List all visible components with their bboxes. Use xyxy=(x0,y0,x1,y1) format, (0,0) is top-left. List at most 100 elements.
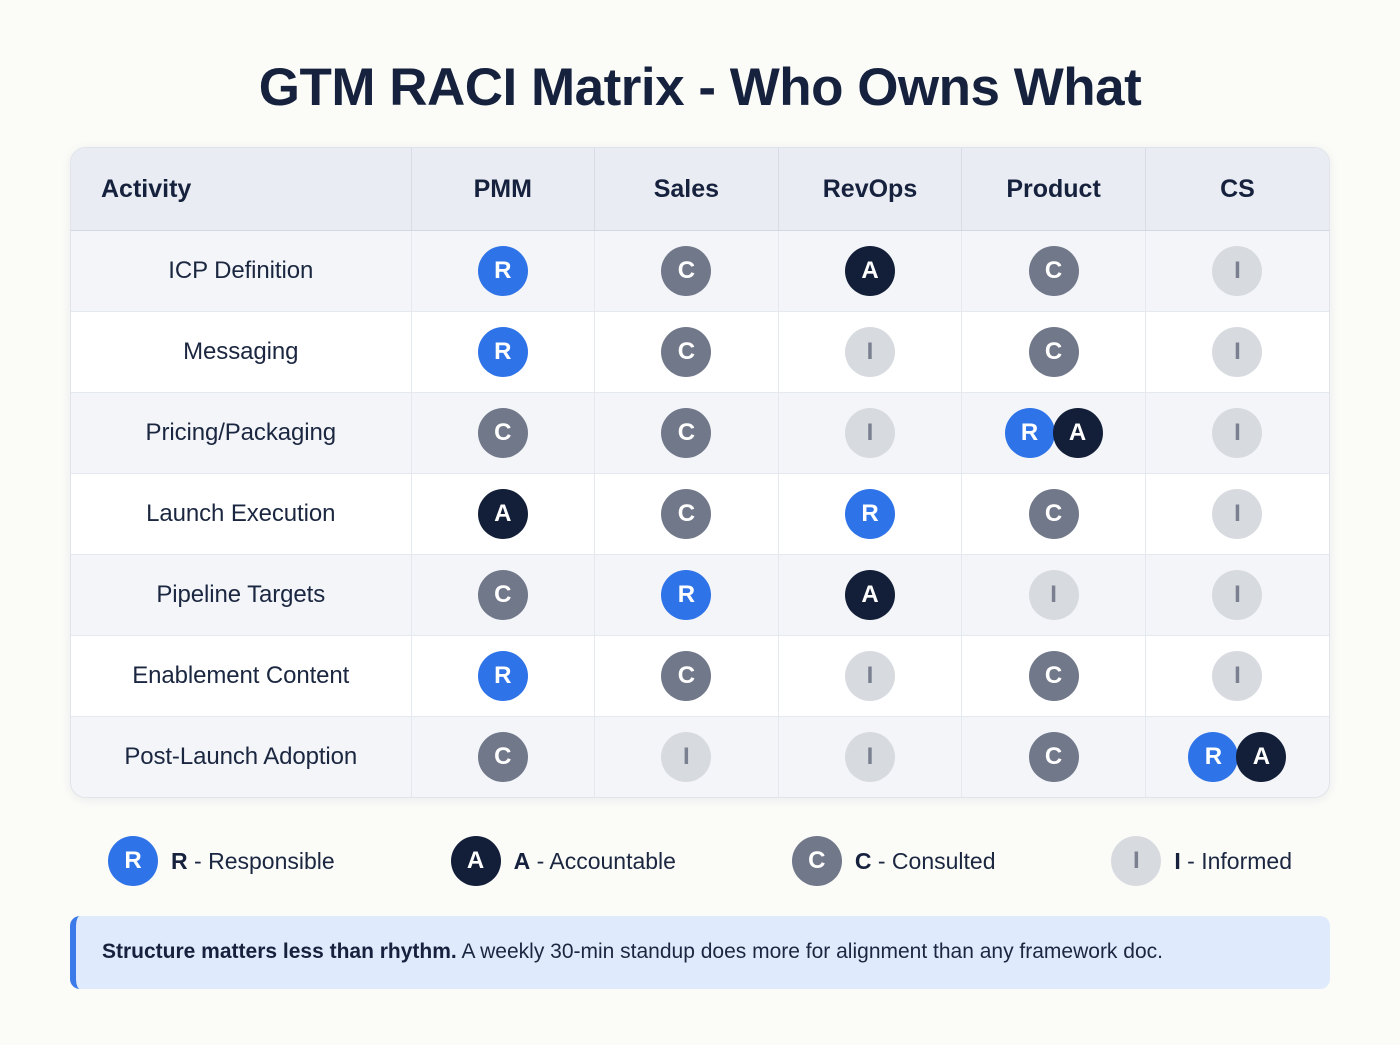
raci-cell-sales: C xyxy=(594,473,779,555)
badge-group: I xyxy=(779,717,962,798)
badge-group: C xyxy=(962,717,1145,798)
legend-label: I - Informed xyxy=(1174,848,1292,875)
matrix-header-row: Activity PMM Sales RevOps Product CS xyxy=(71,148,1329,231)
raci-badge-c: C xyxy=(661,650,712,701)
legend-item-r: R R - Responsible xyxy=(108,836,335,887)
raci-cell-revops: I xyxy=(778,635,963,717)
raci-cell-sales: R xyxy=(594,554,779,636)
raci-cell-sales: C xyxy=(594,311,779,393)
badge-group: A xyxy=(412,474,595,554)
matrix-body: ICP Definition R C A C I Messaging R C I C I Pricing… xyxy=(71,230,1329,798)
legend-description: Accountable xyxy=(549,847,676,874)
raci-cell-cs: I xyxy=(1145,230,1329,312)
activity-label: Messaging xyxy=(71,311,412,393)
raci-badge-i: I xyxy=(1028,569,1079,620)
badge-group: C xyxy=(962,636,1145,716)
badge-group: I xyxy=(595,717,778,798)
raci-badge-a: A xyxy=(477,488,528,539)
raci-cell-cs: I xyxy=(1145,554,1329,636)
column-header-cs: CS xyxy=(1145,148,1329,231)
legend-badge-a: A xyxy=(450,836,501,887)
badge-group: C xyxy=(412,393,595,473)
column-header-product: Product xyxy=(961,148,1146,231)
raci-cell-revops: R xyxy=(778,473,963,555)
raci-cell-revops: I xyxy=(778,716,963,798)
activity-label: Launch Execution xyxy=(71,473,412,555)
raci-badge-c: C xyxy=(661,245,712,296)
raci-badge-r: R xyxy=(1004,407,1055,458)
table-row: Messaging R C I C I xyxy=(71,311,1329,393)
raci-cell-pmm: R xyxy=(411,311,596,393)
page-title: GTM RACI Matrix - Who Owns What xyxy=(258,58,1142,117)
raci-cell-pmm: R xyxy=(411,635,596,717)
raci-cell-cs: I xyxy=(1145,635,1329,717)
raci-cell-pmm: C xyxy=(411,716,596,798)
badge-group: R xyxy=(412,636,595,716)
raci-badge-r: R xyxy=(477,650,528,701)
table-row: Post-Launch Adoption C I I C R A xyxy=(71,716,1329,798)
badge-group: C xyxy=(962,474,1145,554)
badge-group: R xyxy=(779,474,962,554)
raci-cell-revops: A xyxy=(778,554,963,636)
raci-badge-c: C xyxy=(477,569,528,620)
raci-cell-revops: A xyxy=(778,230,963,312)
badge-group: I xyxy=(1146,312,1329,392)
raci-badge-c: C xyxy=(1028,650,1079,701)
raci-badge-a: A xyxy=(844,245,895,296)
badge-group: I xyxy=(1146,636,1329,716)
raci-badge-a: A xyxy=(1052,407,1103,458)
badge-group: C xyxy=(412,717,595,798)
column-header-pmm: PMM xyxy=(411,148,596,231)
legend-separator: - xyxy=(1180,847,1202,874)
raci-badge-r: R xyxy=(844,488,895,539)
legend-badge-r: R xyxy=(108,836,158,887)
raci-cell-revops: I xyxy=(778,311,963,393)
badge-group: R xyxy=(595,555,778,635)
matrix-header: Activity PMM Sales RevOps Product CS xyxy=(71,148,1329,231)
legend-description: Consulted xyxy=(891,847,996,874)
badge-group: R xyxy=(412,312,595,392)
raci-cell-revops: I xyxy=(778,392,963,474)
raci-badge-i: I xyxy=(1212,407,1263,458)
legend-label: R - Responsible xyxy=(171,848,335,875)
raci-matrix-table: Activity PMM Sales RevOps Product CS ICP… xyxy=(71,148,1329,798)
raci-badge-c: C xyxy=(1028,732,1079,783)
raci-badge-c: C xyxy=(661,326,712,377)
badge-group: I xyxy=(779,312,962,392)
activity-label: Pricing/Packaging xyxy=(71,392,412,474)
raci-cell-sales: I xyxy=(594,716,779,798)
badge-group: I xyxy=(1146,393,1329,473)
table-row: ICP Definition R C A C I xyxy=(71,230,1329,312)
legend-key: C xyxy=(854,847,872,874)
badge-group: C xyxy=(412,555,595,635)
badge-group: I xyxy=(1146,231,1329,311)
raci-cell-product: C xyxy=(961,230,1146,312)
raci-cell-cs: I xyxy=(1145,473,1329,555)
legend-description: Responsible xyxy=(208,847,335,874)
raci-badge-c: C xyxy=(661,407,712,458)
column-header-sales: Sales xyxy=(594,148,779,231)
raci-badge-a: A xyxy=(844,569,895,620)
badge-group: C xyxy=(595,231,778,311)
legend-description: Informed xyxy=(1201,847,1292,874)
callout-lead: Structure matters less than rhythm. xyxy=(102,940,457,964)
raci-cell-product: C xyxy=(961,716,1146,798)
table-row: Launch Execution A C R C I xyxy=(71,473,1329,555)
legend-separator: - xyxy=(530,847,550,874)
badge-group: I xyxy=(1146,555,1329,635)
raci-cell-sales: C xyxy=(594,392,779,474)
legend-label: A - Accountable xyxy=(514,848,676,875)
legend-separator: - xyxy=(871,847,892,874)
callout-note: Structure matters less than rhythm. A we… xyxy=(70,916,1330,989)
badge-group: R xyxy=(412,231,595,311)
legend-label: C - Consulted xyxy=(855,848,996,875)
callout-body: A weekly 30-min standup does more for al… xyxy=(456,940,1163,964)
legend-badge-c: C xyxy=(791,836,842,887)
badge-group: C xyxy=(595,312,778,392)
raci-badge-i: I xyxy=(844,326,895,377)
